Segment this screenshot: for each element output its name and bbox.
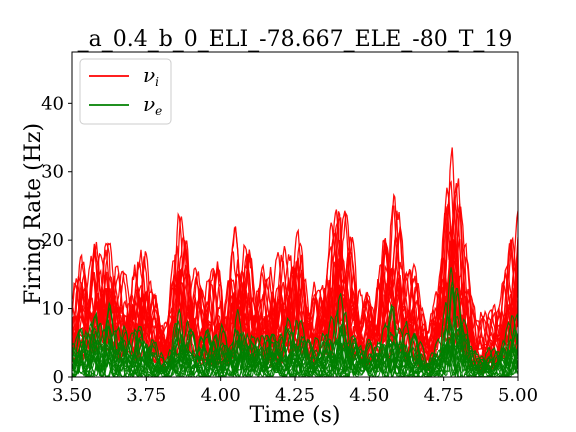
series-e-line [72, 313, 518, 377]
x-axis-label: Time (s) [249, 403, 340, 428]
x-tick-label: 4.00 [201, 385, 241, 406]
x-tick-label: 4.75 [424, 385, 464, 406]
y-tick-label: 0 [53, 367, 64, 388]
y-tick-label: 30 [41, 162, 64, 183]
x-axis: 3.50 3.75 4.00 4.25 4.50 4.75 5.00 [52, 377, 538, 406]
legend: νi νe [79, 58, 172, 125]
series-e-line [72, 322, 518, 377]
y-axis: 0 10 20 30 40 [41, 93, 72, 388]
series-i [72, 147, 518, 375]
series-i-line [72, 237, 518, 373]
series-e-line [72, 281, 518, 377]
series-e [72, 267, 518, 377]
y-axis-label: Firing Rate (Hz) [21, 123, 46, 305]
y-tick-label: 10 [41, 299, 64, 320]
x-tick-label: 5.00 [498, 385, 538, 406]
chart-title: _a_0.4_b_0_ELI_-78.667_ELE_-80_T_19 [78, 27, 513, 52]
series-layer [72, 147, 518, 377]
y-tick-label: 20 [41, 230, 64, 251]
x-tick-label: 4.50 [349, 385, 389, 406]
x-tick-label: 3.75 [126, 385, 166, 406]
x-tick-label: 3.50 [52, 385, 92, 406]
y-tick-label: 40 [41, 93, 64, 114]
legend-label-i: νi [143, 63, 159, 89]
legend-label-e: νe [143, 92, 162, 118]
x-tick-label: 4.25 [275, 385, 315, 406]
